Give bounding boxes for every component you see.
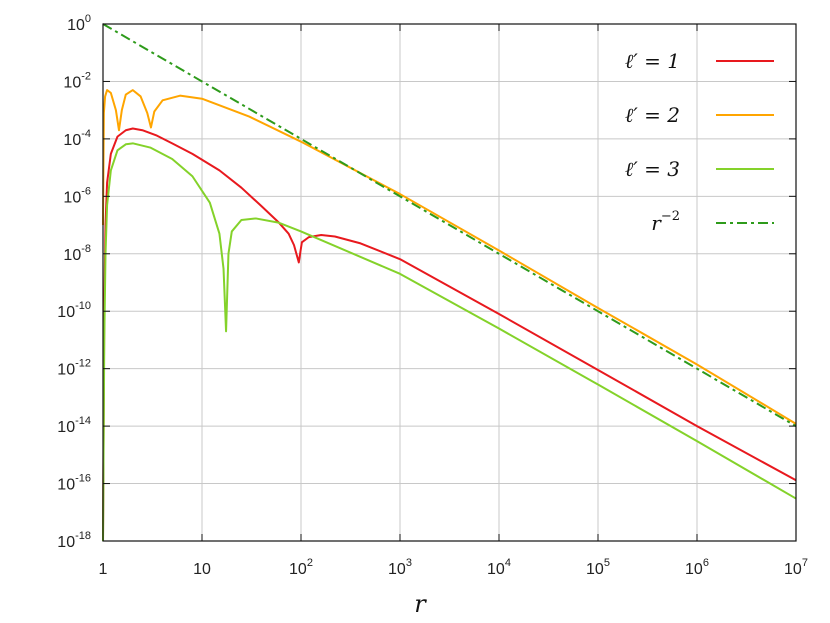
- y-tick-label: 10-6: [63, 185, 91, 206]
- grid-lines: [103, 24, 796, 541]
- x-tick-labels: 1 10 102 103 104 105 106 107: [99, 557, 808, 578]
- y-tick-label: 10-18: [57, 530, 91, 551]
- x-tick-label: 104: [487, 557, 511, 578]
- legend-label-3: ℓ′ = 3: [625, 157, 680, 181]
- x-tick-label: 107: [784, 557, 808, 578]
- x-tick-label: 102: [289, 557, 313, 578]
- x-tick-label: 105: [586, 557, 610, 578]
- y-tick-label: 10-2: [63, 70, 91, 91]
- x-tick-label: 106: [685, 557, 709, 578]
- y-tick-label: 10-4: [63, 128, 91, 149]
- y-tick-label: 10-12: [57, 358, 91, 379]
- legend-label-1: ℓ′ = 1: [625, 49, 680, 73]
- x-tick-label: 10: [193, 561, 211, 578]
- tick-marks: [102, 23, 797, 542]
- x-tick-label: 103: [388, 557, 412, 578]
- y-tick-labels: 100 10-2 10-4 10-6 10-8 10-10 10-12 10-14 10-16 1…: [57, 13, 91, 551]
- legend-label-4: r−2: [651, 209, 680, 235]
- y-tick-label: 10-10: [57, 300, 91, 321]
- x-tick-label: 1: [99, 561, 108, 578]
- legend: ℓ′ = 1 ℓ′ = 2 ℓ′ = 3 r−2: [625, 49, 774, 235]
- series-line-3: [102, 142, 797, 542]
- y-tick-label: 10-14: [57, 415, 91, 436]
- plot-frame: [102, 23, 797, 542]
- legend-label-2: ℓ′ = 2: [625, 103, 680, 127]
- y-tick-label: 10-16: [57, 473, 91, 494]
- y-tick-label: 10-8: [63, 243, 91, 264]
- x-axis-label: r: [414, 590, 427, 618]
- y-tick-label: 100: [67, 13, 91, 34]
- series-line-1: [102, 127, 797, 542]
- plot-series: [102, 23, 797, 542]
- series-line-4: [102, 23, 797, 427]
- series-line-2: [102, 89, 797, 425]
